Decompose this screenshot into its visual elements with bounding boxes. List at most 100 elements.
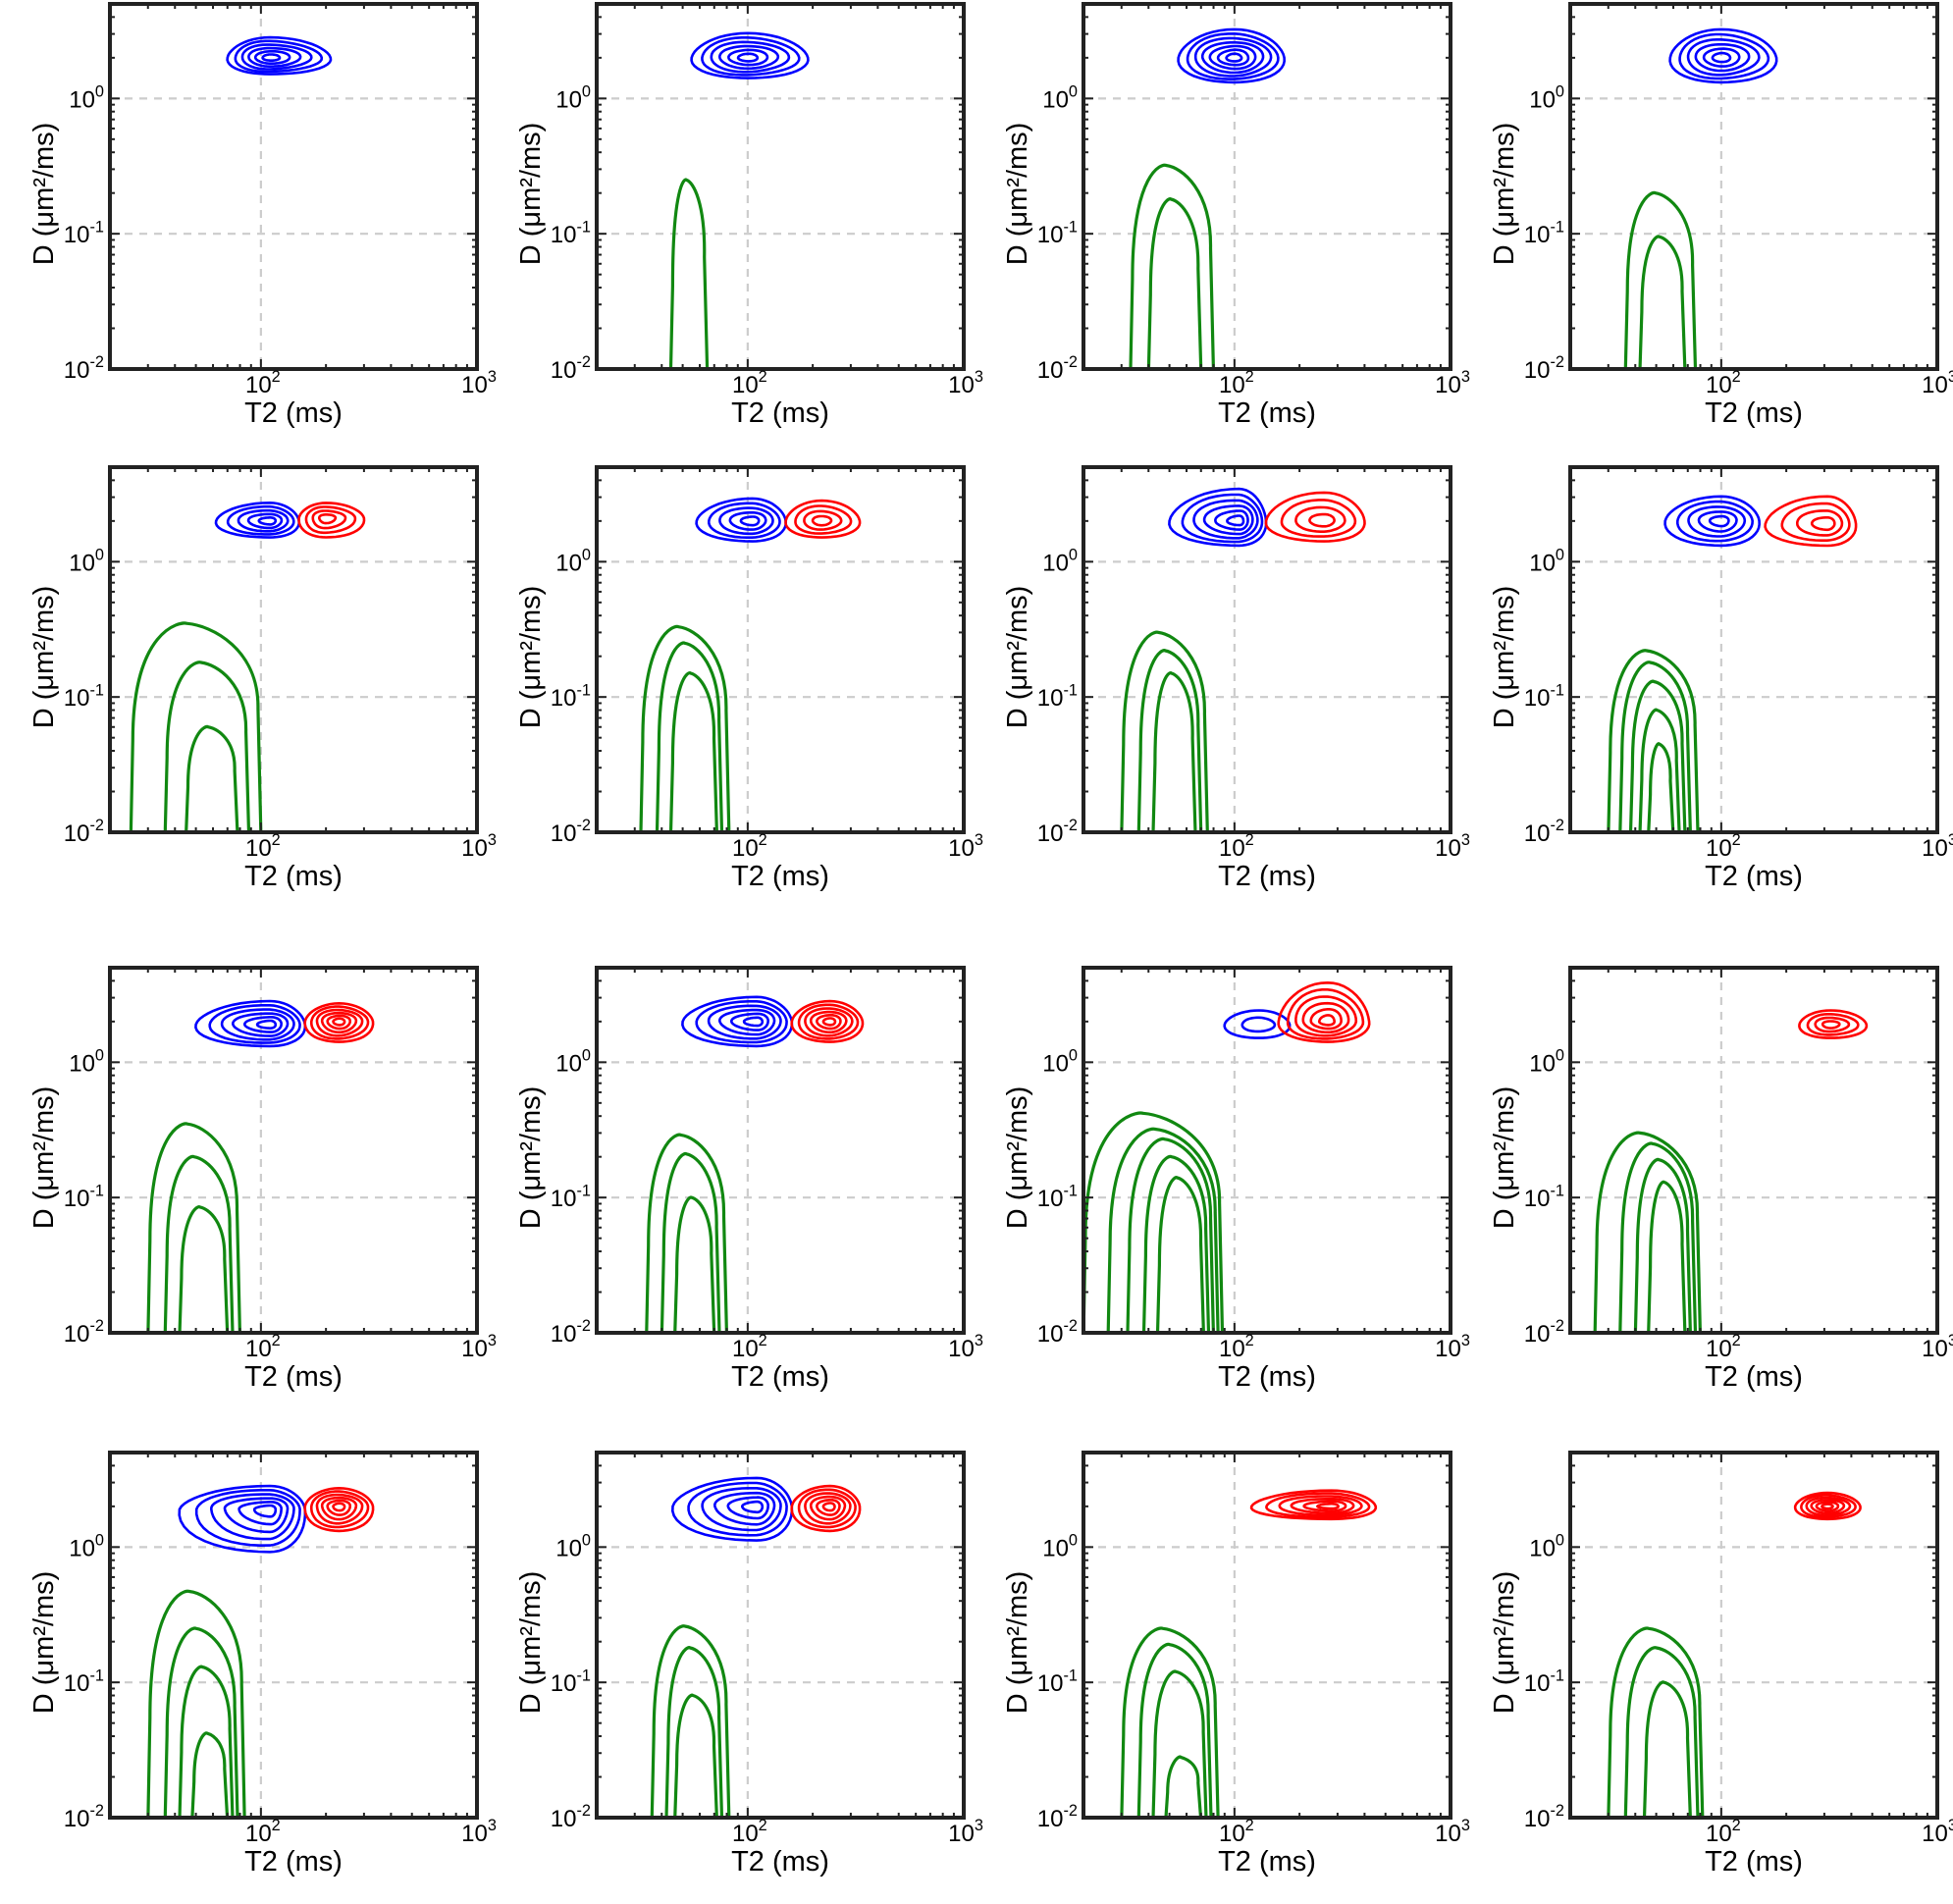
y-tick-label: 100	[1529, 1047, 1564, 1078]
blue-contour	[226, 504, 295, 536]
green-contour	[668, 178, 710, 369]
x-tick-label: 102	[1219, 1332, 1254, 1362]
x-tick-label: 103	[948, 368, 983, 398]
x-tick-label: 103	[461, 368, 497, 398]
red-contour	[332, 1017, 346, 1027]
blue-contour	[1711, 51, 1732, 64]
y-axis-label: D (μm²/ms)	[1489, 1086, 1520, 1230]
red-contour	[1815, 1501, 1840, 1512]
blue-contour	[240, 43, 313, 71]
x-tick-label: 102	[245, 1332, 281, 1362]
panel-r3c3: 102 103 10-2 10-1 100 T2 (ms) D (μm²/ms)	[1002, 966, 1470, 1393]
green-contour	[163, 1154, 235, 1333]
y-tick-label: 10-2	[551, 1317, 591, 1348]
y-axis-label: D (μm²/ms)	[1489, 123, 1520, 266]
red-contour	[1317, 1014, 1337, 1027]
green-contour	[673, 1195, 716, 1333]
x-axis-label: T2 (ms)	[1218, 397, 1316, 429]
y-tick-label: 10-2	[1037, 1317, 1078, 1348]
blue-contour	[707, 1004, 782, 1040]
x-tick-label: 102	[245, 368, 281, 398]
blue-contour	[178, 1484, 307, 1554]
x-axis-label: T2 (ms)	[244, 1361, 343, 1393]
plot-frame	[1082, 1451, 1452, 1820]
blue-contour	[226, 35, 333, 76]
x-tick-label: 103	[1435, 368, 1470, 398]
green-contour	[1136, 1642, 1213, 1818]
y-tick-label: 100	[69, 547, 104, 577]
green-contour	[639, 624, 731, 832]
green-contour	[655, 641, 724, 832]
y-tick-label: 10-1	[1037, 218, 1078, 248]
red-contour	[815, 1499, 841, 1516]
x-axis-label: T2 (ms)	[731, 1846, 829, 1878]
green-contour	[1151, 671, 1197, 832]
x-tick-label: 103	[461, 1817, 497, 1847]
panel-r2c4: 102 103 10-2 10-1 100 T2 (ms) D (μm²/ms)	[1489, 465, 1953, 892]
green-contour	[1638, 708, 1681, 832]
green-contour	[1164, 1755, 1203, 1818]
x-tick-label: 102	[1219, 368, 1254, 398]
red-contour	[1764, 495, 1858, 548]
red-contour	[326, 1499, 351, 1516]
y-axis-label: D (μm²/ms)	[515, 123, 547, 266]
y-tick-label: 100	[1529, 547, 1564, 577]
blue-contour	[717, 44, 780, 71]
green-contour	[1647, 1180, 1687, 1333]
blue-contour	[1214, 509, 1249, 531]
red-contour	[1280, 499, 1357, 538]
plot-frame	[108, 1451, 479, 1820]
y-tick-label: 100	[555, 83, 591, 114]
y-tick-label: 10-2	[64, 1802, 104, 1832]
green-contour	[664, 1646, 724, 1818]
red-contour	[1798, 1009, 1869, 1039]
red-contour	[1810, 1499, 1846, 1514]
blue-contour	[242, 1016, 284, 1033]
x-tick-label: 103	[1922, 1817, 1953, 1847]
x-tick-label: 103	[948, 831, 983, 862]
y-tick-label: 10-2	[64, 353, 104, 384]
green-contour	[1623, 190, 1698, 369]
red-contour	[311, 509, 347, 530]
x-axis-label: T2 (ms)	[1218, 861, 1316, 892]
blue-contour	[237, 508, 290, 533]
red-contour	[310, 1005, 370, 1040]
red-contour	[1821, 1020, 1841, 1030]
red-contour	[315, 1493, 364, 1525]
y-tick-label: 10-1	[551, 1182, 591, 1212]
y-tick-label: 10-2	[1524, 1802, 1564, 1832]
panel-r4c3: 102 103 10-2 10-1 100 T2 (ms) D (μm²/ms)	[1002, 1451, 1470, 1878]
red-contour	[1800, 1494, 1857, 1519]
y-tick-label: 10-2	[1524, 1317, 1564, 1348]
green-contour	[1146, 197, 1203, 369]
red-contour	[1301, 1001, 1350, 1034]
green-contour	[1618, 1141, 1698, 1333]
y-tick-label: 10-1	[1037, 1182, 1078, 1212]
x-axis-label: T2 (ms)	[1705, 1846, 1803, 1878]
blue-contour	[742, 1016, 765, 1028]
green-contour	[1642, 1680, 1692, 1818]
x-tick-label: 103	[948, 1332, 983, 1362]
green-contour	[673, 1693, 718, 1818]
y-tick-label: 10-2	[551, 817, 591, 847]
blue-contour	[1694, 42, 1751, 73]
y-tick-label: 10-1	[64, 218, 104, 248]
blue-contour	[729, 1012, 770, 1031]
blue-contour	[727, 48, 769, 67]
red-contour	[821, 1502, 836, 1512]
y-tick-label: 10-2	[1037, 817, 1078, 847]
panel-r3c1: 102 103 10-2 10-1 100 T2 (ms) D (μm²/ms)	[28, 966, 497, 1393]
y-tick-label: 10-2	[64, 1317, 104, 1348]
blue-contour	[1686, 38, 1761, 77]
y-tick-label: 10-1	[64, 1666, 104, 1697]
x-tick-label: 102	[1219, 1817, 1254, 1847]
x-axis-label: T2 (ms)	[1705, 1361, 1803, 1393]
green-contour	[163, 661, 251, 832]
green-contour	[1618, 661, 1692, 832]
plot-frame	[108, 2, 479, 371]
green-contour	[650, 1624, 731, 1818]
red-contour	[804, 1007, 854, 1037]
x-axis-label: T2 (ms)	[244, 397, 343, 429]
blue-contour	[1668, 27, 1778, 84]
